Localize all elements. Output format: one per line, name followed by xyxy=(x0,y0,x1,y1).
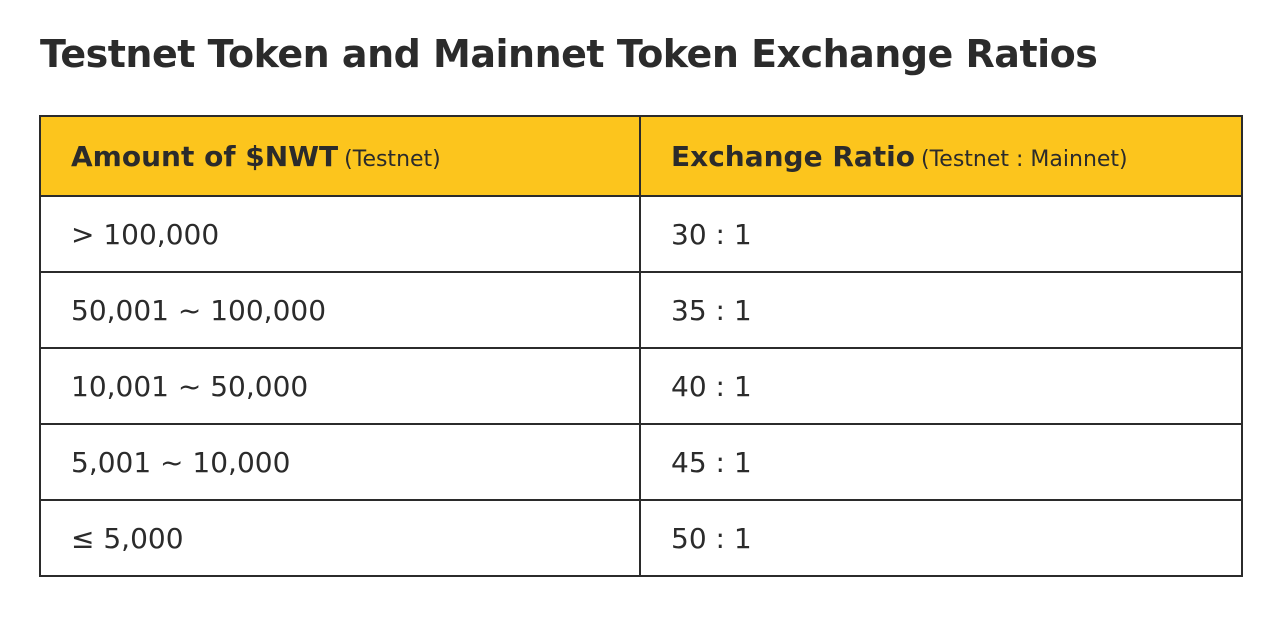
table-row: 5,001 ~ 10,000 45 : 1 xyxy=(39,423,1243,501)
amount-cell: 5,001 ~ 10,000 xyxy=(39,423,641,501)
ratio-value: 50 : 1 xyxy=(671,521,752,555)
table-row: ≤ 5,000 50 : 1 xyxy=(39,499,1243,577)
amount-value: 5,001 ~ 10,000 xyxy=(71,445,291,479)
amount-value: 50,001 ~ 100,000 xyxy=(71,293,327,327)
ratio-value: 40 : 1 xyxy=(671,369,752,403)
table-row: 10,001 ~ 50,000 40 : 1 xyxy=(39,347,1243,425)
header-amount-sublabel: (Testnet) xyxy=(344,146,441,172)
ratio-cell: 50 : 1 xyxy=(639,499,1243,577)
ratio-value: 45 : 1 xyxy=(671,445,752,479)
ratio-cell: 40 : 1 xyxy=(639,347,1243,425)
ratio-cell: 35 : 1 xyxy=(639,271,1243,349)
amount-cell: ≤ 5,000 xyxy=(39,499,641,577)
ratio-cell: 45 : 1 xyxy=(639,423,1243,501)
header-ratio-label: Exchange Ratio xyxy=(671,139,916,173)
page-title: Testnet Token and Mainnet Token Exchange… xyxy=(40,32,1098,76)
header-amount-label: Amount of $NWT xyxy=(71,139,339,173)
table-row: 50,001 ~ 100,000 35 : 1 xyxy=(39,271,1243,349)
amount-value: ≤ 5,000 xyxy=(71,521,184,555)
ratio-cell: 30 : 1 xyxy=(639,195,1243,273)
table-header-row: Amount of $NWT (Testnet) Exchange Ratio (T… xyxy=(39,115,1243,197)
ratio-value: 30 : 1 xyxy=(671,217,752,251)
amount-cell: 50,001 ~ 100,000 xyxy=(39,271,641,349)
ratio-value: 35 : 1 xyxy=(671,293,752,327)
amount-cell: > 100,000 xyxy=(39,195,641,273)
amount-value: 10,001 ~ 50,000 xyxy=(71,369,309,403)
header-amount: Amount of $NWT (Testnet) xyxy=(39,115,641,197)
table-row: > 100,000 30 : 1 xyxy=(39,195,1243,273)
exchange-ratio-table: Amount of $NWT (Testnet) Exchange Ratio (T… xyxy=(39,115,1243,577)
amount-value: > 100,000 xyxy=(71,217,220,251)
header-ratio-sublabel: (Testnet : Mainnet) xyxy=(921,146,1128,172)
amount-cell: 10,001 ~ 50,000 xyxy=(39,347,641,425)
header-ratio: Exchange Ratio (Testnet : Mainnet) xyxy=(639,115,1243,197)
